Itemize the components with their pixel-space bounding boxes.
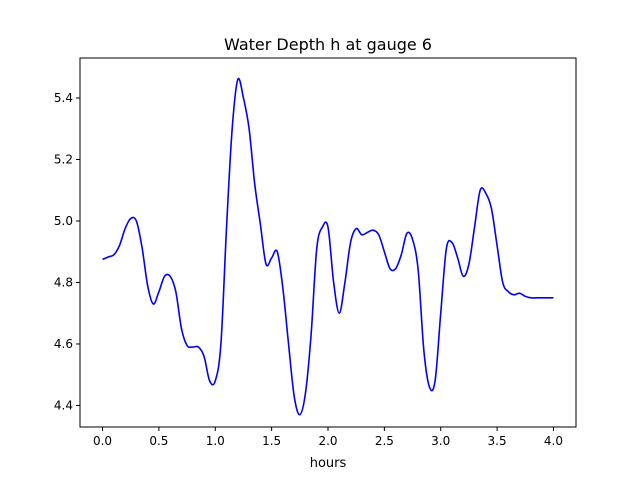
x-tick-label: 2.5 (375, 434, 394, 448)
x-tick-label: 3.5 (488, 434, 507, 448)
x-tick-label: 3.0 (431, 434, 450, 448)
x-axis-label: hours (310, 456, 347, 471)
y-tick-label: 5.0 (54, 214, 73, 228)
x-tick-label: 0.5 (149, 434, 168, 448)
x-axis-ticks: 0.0 0.5 1.0 1.5 2.0 2.5 3.0 3.5 4.0 (93, 427, 563, 448)
x-tick-label: 4.0 (544, 434, 563, 448)
y-axis-ticks: 4.4 4.6 4.8 5.0 5.2 5.4 (54, 91, 80, 412)
x-tick-label: 2.0 (318, 434, 337, 448)
x-tick-label: 1.5 (262, 434, 281, 448)
y-tick-label: 4.8 (54, 275, 73, 289)
x-tick-label: 1.0 (206, 434, 225, 448)
series-line (102, 77, 554, 416)
chart-title: Water Depth h at gauge 6 (224, 35, 432, 54)
y-tick-label: 4.4 (54, 398, 73, 412)
y-tick-label: 5.2 (54, 152, 73, 166)
y-tick-label: 5.4 (54, 91, 73, 105)
x-tick-label: 0.0 (93, 434, 112, 448)
y-tick-label: 4.6 (54, 337, 73, 351)
